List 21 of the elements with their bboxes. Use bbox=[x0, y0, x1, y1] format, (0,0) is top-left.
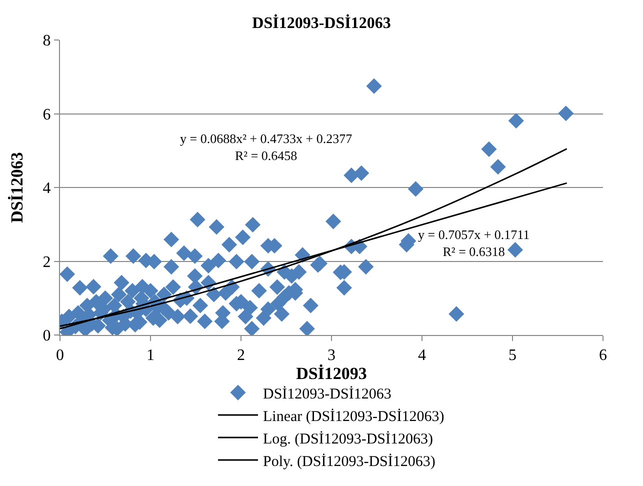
x-tick-label: 1 bbox=[146, 347, 154, 364]
x-tick-label: 2 bbox=[237, 347, 245, 364]
x-tick-label: 3 bbox=[328, 347, 336, 364]
x-tick-label: 5 bbox=[508, 347, 516, 364]
y-axis-title: DSİ12063 bbox=[7, 152, 26, 223]
y-tick-label: 4 bbox=[42, 180, 51, 198]
x-tick-label: 6 bbox=[599, 347, 607, 364]
y-tick-label: 8 bbox=[42, 32, 51, 50]
x-tick-label: 4 bbox=[418, 347, 426, 364]
annotation: y = 0.7057x + 0.1711 R² = 0.6318 bbox=[418, 227, 530, 259]
legend-label: Log. (DSİ12093-DSİ12063) bbox=[263, 430, 433, 448]
annotation: y = 0.0688x² + 0.4733x + 0.2377 R² = 0.6458 bbox=[180, 131, 353, 163]
y-tick-label: 2 bbox=[42, 254, 51, 271]
y-tick-label: 6 bbox=[42, 106, 51, 124]
legend-label: Poly. (DSİ12093-DSİ12063) bbox=[263, 452, 436, 470]
x-axis-title: DSİ12093 bbox=[296, 364, 367, 384]
x-tick-label: 0 bbox=[56, 347, 64, 364]
legend-label: Linear (DSİ12093-DSİ12063) bbox=[263, 408, 444, 425]
legend-label: DSİ12093-DSİ12063 bbox=[263, 385, 392, 402]
chart-title: DSİ12093-DSİ12063 bbox=[252, 14, 391, 32]
y-tick-label: 0 bbox=[42, 328, 51, 345]
